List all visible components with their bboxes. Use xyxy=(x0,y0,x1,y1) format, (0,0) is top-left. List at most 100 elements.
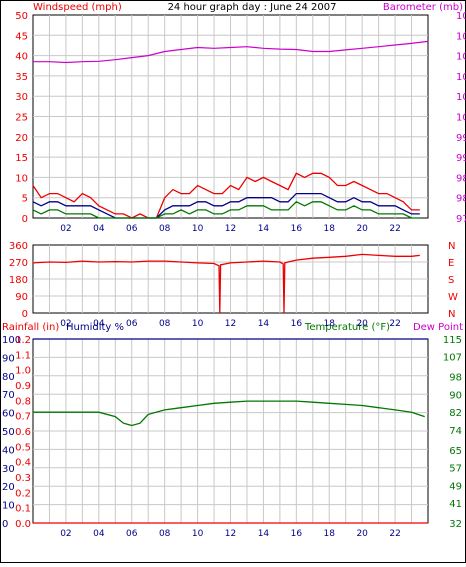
direction-tick-label: 90 xyxy=(15,292,28,303)
windspeed-axis-title: Windspeed (mph) xyxy=(33,2,122,13)
humidity-tick-label: 20 xyxy=(2,482,15,493)
x-tick-label: 08 xyxy=(159,224,171,234)
windspeed-tick-label: 0 xyxy=(22,214,28,225)
x-tick-label: 10 xyxy=(192,224,204,234)
x-tick-label: 10 xyxy=(192,319,204,329)
temperature-axis-title: Temperature (°F) xyxy=(304,322,390,333)
x-tick-label: 16 xyxy=(291,224,303,234)
rainfall-tick-label: 0.4 xyxy=(15,458,31,469)
compass-tick-label: S xyxy=(448,275,454,286)
graph-title: 24 hour graph day : June 24 2007 xyxy=(168,2,337,13)
rainfall-tick-label: 0.1 xyxy=(15,504,31,515)
rainfall-tick-label: 1.2 xyxy=(15,335,31,346)
x-tick-label: 20 xyxy=(356,224,368,234)
rainfall-tick-label: 1.0 xyxy=(15,366,31,377)
rainfall-tick-label: 0.8 xyxy=(15,396,31,407)
x-tick-label: 16 xyxy=(291,319,303,329)
humidity-axis-title: Humidity % xyxy=(66,322,124,333)
humidity-tick-label: 50 xyxy=(2,427,15,438)
windspeed-tick-label: 45 xyxy=(15,31,28,42)
x-tick-label: 06 xyxy=(126,529,138,539)
windspeed-tick-label: 10 xyxy=(15,173,28,184)
x-tick-label: 04 xyxy=(93,319,105,329)
series-line-green xyxy=(33,400,425,427)
x-tick-label: 22 xyxy=(389,529,400,539)
x-tick-label: 02 xyxy=(60,224,71,234)
chart-panels: 02 04 06 08 10 12 14 16 18 20 22 02 04 06 08 10 12 14 16 18… xyxy=(2,11,466,539)
barometer-tick-label: 975 xyxy=(456,214,466,225)
direction-tick-label: 0 xyxy=(22,309,28,320)
temperature-tick-label: 90 xyxy=(449,390,462,401)
direction-tick-label: 180 xyxy=(9,275,28,286)
humidity-tick-label: 90 xyxy=(2,353,15,364)
x-tick-label: 12 xyxy=(225,319,236,329)
temperature-tick-label: 32 xyxy=(449,519,462,530)
humidity-tick-label: 40 xyxy=(2,445,15,456)
x-tick-label: 14 xyxy=(258,319,270,329)
compass-tick-label: E xyxy=(448,258,454,269)
x-tick-label: 06 xyxy=(126,224,138,234)
rainfall-tick-label: 1.1 xyxy=(15,350,31,361)
x-tick-label: 18 xyxy=(324,319,336,329)
x-tick-label: 22 xyxy=(389,319,400,329)
humidity-tick-label: 0 xyxy=(2,519,8,530)
windspeed-tick-label: 25 xyxy=(15,113,28,124)
x-tick-label: 08 xyxy=(159,319,171,329)
direction-tick-label: 360 xyxy=(9,241,28,252)
series-line-blue xyxy=(32,192,420,219)
x-tick-label: 04 xyxy=(93,529,105,539)
humidity-tick-label: 80 xyxy=(2,372,15,383)
humidity-tick-label: 60 xyxy=(2,409,15,420)
temperature-tick-label: 65 xyxy=(449,446,462,457)
barometer-tick-label: 995 xyxy=(456,133,466,144)
windspeed-tick-label: 35 xyxy=(15,72,28,83)
compass-tick-label: W xyxy=(448,292,458,303)
barometer-tick-label: 980 xyxy=(456,194,466,205)
rainfall-tick-label: 0.3 xyxy=(15,473,31,484)
barometer-tick-label: 985 xyxy=(456,173,466,184)
rainfall-tick-label: 0.6 xyxy=(15,427,31,438)
x-tick-label: 10 xyxy=(192,529,204,539)
x-tick-label: 04 xyxy=(93,224,105,234)
temperature-tick-label: 82 xyxy=(449,408,462,419)
rainfall-tick-label: 0.9 xyxy=(15,381,31,392)
direction-tick-label: 270 xyxy=(9,258,28,269)
x-tick-label: 22 xyxy=(389,224,400,234)
barometer-tick-label: 1025 xyxy=(456,11,466,22)
x-tick-label: 12 xyxy=(225,224,236,234)
series-line-direction xyxy=(32,253,420,314)
windspeed-tick-label: 20 xyxy=(15,133,28,144)
windspeed-tick-label: 15 xyxy=(15,153,28,164)
rainfall-axis-title: Rainfall (in) xyxy=(2,322,59,333)
temperature-tick-label: 41 xyxy=(449,499,462,510)
temperature-tick-label: 115 xyxy=(443,335,462,346)
compass-tick-label: N xyxy=(448,309,455,320)
rainfall-tick-label: 0.0 xyxy=(15,519,31,530)
compass-tick-label: N xyxy=(448,241,455,252)
x-tick-label: 14 xyxy=(258,529,270,539)
x-tick-label: 18 xyxy=(324,224,336,234)
temperature-tick-label: 107 xyxy=(443,353,462,364)
humidity-tick-label: 10 xyxy=(2,501,15,512)
x-tick-label: 12 xyxy=(225,529,236,539)
x-tick-label: 02 xyxy=(60,319,71,329)
temperature-tick-label: 57 xyxy=(449,464,462,475)
temperature-tick-label: 49 xyxy=(449,481,462,492)
x-tick-label: 02 xyxy=(60,529,71,539)
x-tick-label: 18 xyxy=(324,529,336,539)
x-tick-label: 16 xyxy=(291,529,303,539)
x-tick-label: 06 xyxy=(126,319,138,329)
barometer-tick-label: 990 xyxy=(456,153,466,164)
temperature-tick-label: 74 xyxy=(449,426,462,437)
humidity-tick-label: 70 xyxy=(2,390,15,401)
barometer-tick-label: 1005 xyxy=(456,92,466,103)
temperature-tick-label: 98 xyxy=(449,373,462,384)
series-line-red xyxy=(32,172,420,219)
barometer-axis-title: Barometer (mb) xyxy=(383,2,463,13)
x-tick-label: 08 xyxy=(159,529,171,539)
